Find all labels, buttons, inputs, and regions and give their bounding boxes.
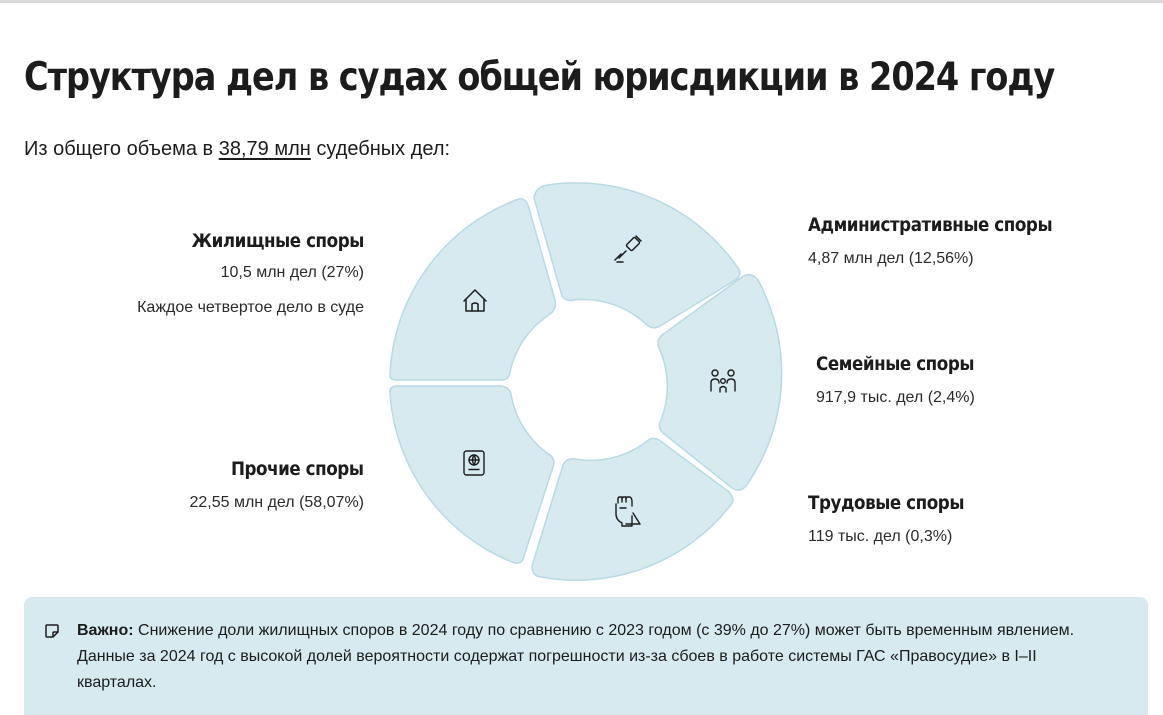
total-cases-link[interactable]: 38,79 млн [218, 138, 311, 160]
segment-administrative[interactable] [533, 182, 741, 329]
family-title: Семейные споры [816, 353, 975, 375]
segment-labor[interactable] [531, 437, 734, 581]
house-icon [463, 289, 487, 312]
segment-family[interactable] [657, 273, 783, 491]
top-divider [0, 0, 1163, 3]
label-family: Семейные споры 917,9 тыс. дел (2,4%) [816, 351, 996, 408]
lead-suffix: судебных дел: [316, 138, 451, 160]
note-icon [45, 624, 59, 638]
label-labor: Трудовые споры 119 тыс. дел (0,3%) [808, 490, 985, 547]
label-other: Прочие споры 22,55 млн дел (58,07%) [189, 456, 364, 513]
segment-housing[interactable] [389, 198, 557, 381]
housing-value: 10,5 млн дел (27%) [220, 264, 364, 281]
family-icon [710, 369, 736, 393]
housing-note: Каждое четвертое дело в суде [137, 299, 364, 316]
note-text: Важно: Снижение доли жилищных споров в 2… [77, 618, 1117, 696]
important-note: Важно: Снижение доли жилищных споров в 2… [24, 597, 1148, 715]
labor-value: 119 тыс. дел (0,3%) [808, 528, 953, 545]
label-housing: Жилищные споры 10,5 млн дел (27%) Каждое… [137, 228, 364, 318]
administrative-value: 4,87 млн дел (12,56%) [808, 250, 974, 267]
labor-title: Трудовые споры [808, 492, 965, 514]
passport-icon [463, 450, 485, 476]
gavel-icon [614, 235, 642, 263]
note-body: Снижение доли жилищных споров в 2024 год… [77, 622, 1075, 691]
lead-prefix: Из общего объема в [24, 138, 214, 160]
other-title: Прочие споры [231, 458, 364, 480]
administrative-title: Административные споры [808, 214, 1053, 236]
family-value: 917,9 тыс. дел (2,4%) [816, 389, 975, 406]
fist-icon [615, 496, 641, 527]
housing-title: Жилищные споры [191, 230, 365, 252]
page-title: Структура дел в судах общей юрисдикции в… [24, 55, 1055, 100]
lead-text: Из общего объема в 38,79 млн судебных де… [24, 136, 450, 162]
label-administrative: Административные споры 4,87 млн дел (12,… [808, 212, 1085, 269]
other-value: 22,55 млн дел (58,07%) [189, 494, 364, 511]
note-label: Важно: [77, 622, 134, 639]
